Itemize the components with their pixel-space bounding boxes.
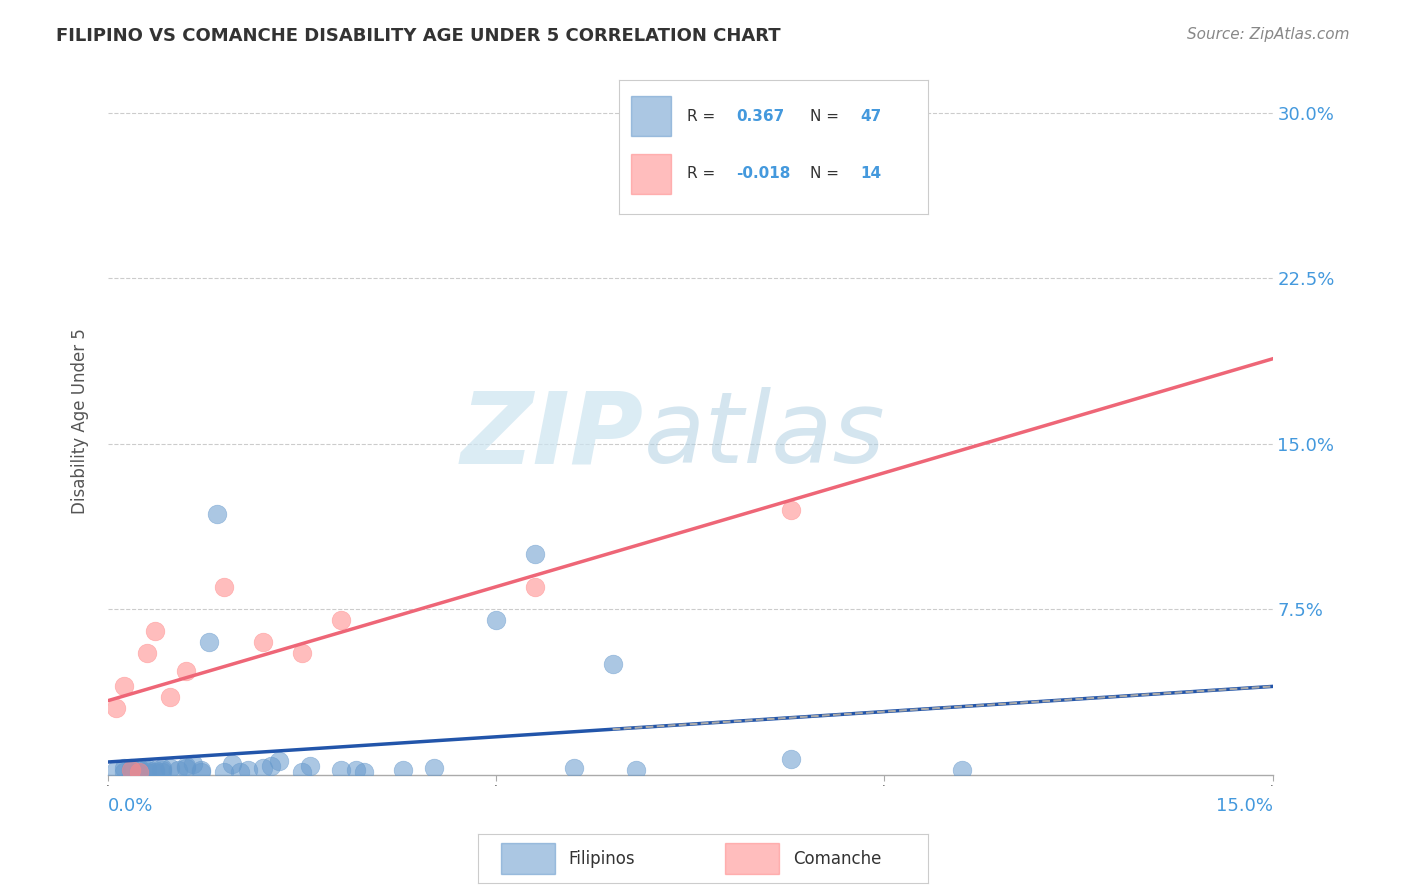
Bar (725, 843, 779, 874)
Point (120, 763, 142, 777)
Point (950, 763, 973, 777)
Point (150, 761, 173, 775)
Point (291, 646, 314, 660)
Point (524, 547, 547, 561)
Point (624, 763, 647, 777)
Bar (631, 96, 671, 136)
Point (135, 765, 157, 780)
Text: FILIPINO VS COMANCHE DISABILITY AGE UNDER 5 CORRELATION CHART: FILIPINO VS COMANCHE DISABILITY AGE UNDE… (56, 27, 780, 45)
Point (112, 761, 135, 775)
Text: 14: 14 (860, 167, 882, 181)
Point (112, 765, 135, 780)
Point (104, 763, 127, 777)
Text: Source: ZipAtlas.com: Source: ZipAtlas.com (1187, 27, 1350, 42)
Point (190, 765, 212, 780)
Point (104, 701, 127, 715)
Point (221, 756, 243, 771)
Point (159, 690, 181, 705)
Point (229, 765, 252, 780)
Point (198, 635, 221, 649)
Point (143, 624, 166, 639)
Point (298, 758, 321, 772)
Point (183, 756, 205, 771)
Point (120, 761, 142, 775)
Text: R =: R = (686, 109, 720, 124)
Point (205, 507, 228, 521)
Point (252, 761, 274, 775)
Text: R =: R = (686, 167, 720, 181)
Point (562, 761, 585, 775)
Point (392, 763, 415, 777)
Point (135, 646, 157, 660)
Point (128, 765, 150, 780)
Point (780, 503, 803, 517)
Text: N =: N = (810, 167, 844, 181)
Point (602, 657, 624, 672)
Point (112, 679, 135, 693)
Bar (631, 153, 671, 194)
Text: atlas: atlas (644, 387, 886, 484)
Point (120, 765, 142, 780)
Text: N =: N = (810, 109, 844, 124)
Point (485, 613, 508, 627)
Point (150, 765, 173, 780)
Point (236, 763, 259, 777)
Point (128, 761, 150, 775)
Text: ZIP: ZIP (461, 387, 644, 484)
Point (120, 763, 142, 777)
Text: Comanche: Comanche (793, 849, 882, 868)
Point (167, 763, 190, 777)
Point (423, 761, 446, 775)
Point (174, 761, 197, 775)
Y-axis label: Disability Age Under 5: Disability Age Under 5 (72, 328, 89, 515)
Point (252, 635, 274, 649)
Point (174, 758, 197, 772)
Point (214, 580, 236, 594)
Text: Filipinos: Filipinos (568, 849, 634, 868)
Point (150, 763, 173, 777)
Point (524, 580, 547, 594)
Point (128, 763, 150, 777)
Point (159, 761, 181, 775)
Point (214, 765, 236, 780)
Point (267, 755, 290, 769)
Text: 47: 47 (860, 109, 882, 124)
Point (346, 763, 368, 777)
Point (143, 763, 166, 777)
Text: 0.0%: 0.0% (108, 797, 153, 815)
Point (190, 763, 212, 777)
Point (260, 758, 283, 772)
Point (135, 761, 157, 775)
Point (135, 763, 157, 777)
Point (353, 765, 375, 780)
Point (329, 613, 352, 627)
Point (329, 763, 352, 777)
Point (174, 664, 197, 678)
Point (780, 752, 803, 766)
Bar (501, 843, 554, 874)
Point (128, 765, 150, 780)
Text: -0.018: -0.018 (737, 167, 790, 181)
Point (291, 765, 314, 780)
Text: 15.0%: 15.0% (1216, 797, 1272, 815)
Point (143, 765, 166, 780)
Text: 0.367: 0.367 (737, 109, 785, 124)
